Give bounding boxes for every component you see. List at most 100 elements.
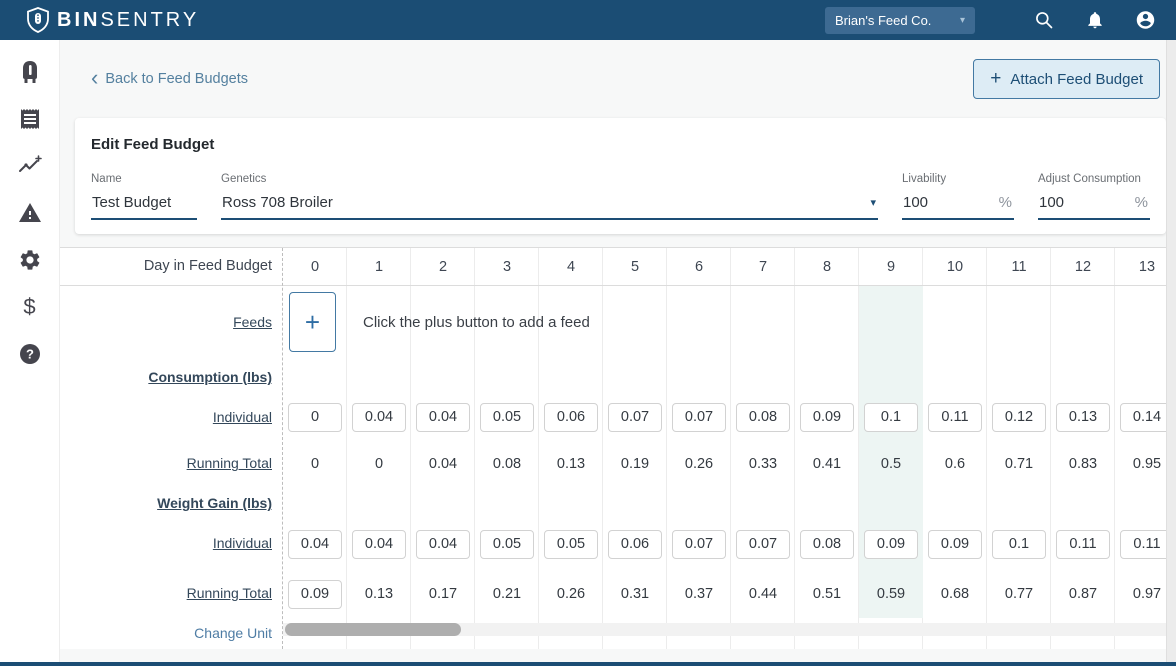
weight-gain-individual-input-day-13[interactable]: 0.11 <box>1120 529 1166 559</box>
day-header-day-12: 12 <box>1074 258 1092 275</box>
sidebar-item-orders[interactable] <box>16 105 44 132</box>
consumption-individual-day-11: 0.12 <box>987 396 1051 438</box>
feeds-row-label[interactable]: Feeds <box>233 313 272 330</box>
attach-feed-budget-button[interactable]: + Attach Feed Budget <box>973 59 1160 99</box>
consumption-individual-input-day-12[interactable]: 0.13 <box>1056 402 1110 432</box>
back-to-feed-budgets-link[interactable]: ‹ Back to Feed Budgets <box>91 65 248 90</box>
shield-logo-icon <box>27 7 49 33</box>
weight-gain-running-total-day-4: 0.26 <box>556 586 586 602</box>
sidebar-item-help[interactable]: ? <box>16 340 44 367</box>
weight-gain-individual-input-day-8[interactable]: 0.08 <box>800 529 854 559</box>
org-selector[interactable]: Brian's Feed Co. ▾ <box>825 6 975 34</box>
consumption-individual-input-day-13[interactable]: 0.14 <box>1120 402 1166 432</box>
table-data-area: 0 1 2 3 4 5 6 7 8 9 10 11 12 13 + Click the plus butt… <box>283 248 1166 649</box>
consumption-individual-label[interactable]: Individual <box>212 408 272 425</box>
weight-gain-running-total-day-2: 0.17 <box>428 586 458 602</box>
consumption-running-total-day-13: 0.95 <box>1132 456 1162 472</box>
consumption-individual-day-13: 0.14 <box>1115 396 1166 438</box>
genetics-field-label: Genetics <box>221 173 267 185</box>
weight-gain-individual-input-day-6[interactable]: 0.07 <box>672 529 726 559</box>
day-header-day-6: 6 <box>694 258 704 275</box>
weight-gain-individual-day-1: 0.04 <box>347 518 411 570</box>
consumption-individual-day-6: 0.07 <box>667 396 731 438</box>
consumption-running-total-day-0: 0 <box>310 456 320 472</box>
help-icon: ? <box>19 343 40 364</box>
consumption-running-total-day-1: 0 <box>374 456 384 472</box>
livability-input[interactable]: 100 % <box>902 193 1014 220</box>
day-header-day-8: 8 <box>822 258 832 275</box>
consumption-individual-input-day-2[interactable]: 0.04 <box>416 402 470 432</box>
weight-gain-running-total-label[interactable]: Running Total <box>186 585 272 602</box>
right-scroll-gutter[interactable] <box>1166 40 1176 662</box>
weight-gain-individual-day-7: 0.07 <box>731 518 795 570</box>
consumption-individual-input-day-10[interactable]: 0.11 <box>928 402 982 432</box>
account-button[interactable] <box>1135 10 1156 31</box>
consumption-section-label[interactable]: Consumption (lbs) <box>148 368 272 385</box>
weight-gain-individual-input-day-10[interactable]: 0.09 <box>928 529 982 559</box>
horizontal-scrollbar-thumb[interactable] <box>285 623 461 636</box>
consumption-individual-input-day-8[interactable]: 0.09 <box>800 402 854 432</box>
brand-logo[interactable]: BINSENTRY <box>26 7 199 33</box>
budget-form-fields: Name Test Budget Genetics Ross 708 Broil… <box>91 173 1150 220</box>
horizontal-scrollbar-track[interactable] <box>283 623 1166 636</box>
adjust-consumption-input[interactable]: 100 % <box>1038 193 1150 220</box>
weight-gain-individual-row: 0.04 0.04 0.04 0.05 0.05 0.06 0.07 0.07 0.08 0.09… <box>283 518 1166 570</box>
sidebar-item-alerts[interactable] <box>16 199 44 226</box>
weight-gain-individual-input-day-9[interactable]: 0.09 <box>864 529 918 559</box>
genetics-select[interactable]: Ross 708 Broiler ▾ <box>221 193 878 220</box>
weight-gain-individual-input-day-3[interactable]: 0.05 <box>480 529 534 559</box>
sidebar-item-billing[interactable]: $ <box>16 293 44 320</box>
weight-gain-individual-day-11: 0.1 <box>987 518 1051 570</box>
consumption-individual-input-day-7[interactable]: 0.08 <box>736 402 790 432</box>
notifications-button[interactable] <box>1084 10 1105 31</box>
consumption-section-row <box>283 358 1166 396</box>
weight-gain-individual-input-day-12[interactable]: 0.11 <box>1056 529 1110 559</box>
bottom-accent-bar <box>0 662 1176 666</box>
consumption-running-total-label[interactable]: Running Total <box>186 455 272 472</box>
add-feed-button[interactable]: + <box>289 292 336 352</box>
name-input[interactable]: Test Budget <box>91 193 197 220</box>
weight-gain-running-total-day-6: 0.37 <box>684 586 714 602</box>
livability-field: Livability 100 % <box>902 173 1014 220</box>
consumption-individual-input-day-11[interactable]: 0.12 <box>992 402 1046 432</box>
sidebar-item-analytics[interactable] <box>16 152 44 179</box>
consumption-individual-input-day-6[interactable]: 0.07 <box>672 402 726 432</box>
consumption-running-total-day-8: 0.41 <box>812 456 842 472</box>
chevron-left-icon: ‹ <box>91 65 99 90</box>
weight-gain-individual-input-day-7[interactable]: 0.07 <box>736 529 790 559</box>
consumption-individual-input-day-1[interactable]: 0.04 <box>352 402 406 432</box>
consumption-individual-day-4: 0.06 <box>539 396 603 438</box>
weight-gain-individual-input-day-11[interactable]: 0.1 <box>992 529 1046 559</box>
weight-gain-individual-input-day-1[interactable]: 0.04 <box>352 529 406 559</box>
weight-gain-individual-input-day-5[interactable]: 0.06 <box>608 529 662 559</box>
weight-gain-section-label[interactable]: Weight Gain (lbs) <box>157 495 272 512</box>
main-content: ‹ Back to Feed Budgets + Attach Feed Bud… <box>60 40 1166 662</box>
weight-gain-individual-input-day-0[interactable]: 0.04 <box>288 529 342 559</box>
weight-gain-individual-input-day-4[interactable]: 0.05 <box>544 529 598 559</box>
consumption-individual-day-7: 0.08 <box>731 396 795 438</box>
consumption-individual-input-day-4[interactable]: 0.06 <box>544 402 598 432</box>
genetics-field: Genetics Ross 708 Broiler ▾ <box>221 173 878 220</box>
consumption-running-total-day-5: 0.19 <box>620 456 650 472</box>
brand-light: SENTRY <box>100 8 200 31</box>
consumption-individual-input-day-5[interactable]: 0.07 <box>608 402 662 432</box>
weight-gain-running-total-day-5: 0.31 <box>620 586 650 602</box>
day-header-row: 0 1 2 3 4 5 6 7 8 9 10 11 12 13 <box>283 248 1166 286</box>
weight-gain-individual-input-day-2[interactable]: 0.04 <box>416 529 470 559</box>
change-unit-link[interactable]: Change Unit <box>194 625 272 642</box>
sidebar-item-bins[interactable] <box>16 58 44 85</box>
weight-gain-individual-label[interactable]: Individual <box>212 535 272 552</box>
weight-gain-individual-day-0: 0.04 <box>283 518 347 570</box>
weight-gain-running-total-day-10: 0.68 <box>940 586 970 602</box>
table-label-column: Day in Feed Budget Feeds Consumption (lb… <box>60 248 283 649</box>
search-button[interactable] <box>1033 10 1054 31</box>
weight-gain-individual-day-13: 0.11 <box>1115 518 1166 570</box>
consumption-individual-input-day-3[interactable]: 0.05 <box>480 402 534 432</box>
consumption-individual-input-day-9[interactable]: 0.1 <box>864 402 918 432</box>
weight-gain-running-total-input-day-0[interactable]: 0.09 <box>288 579 342 609</box>
consumption-individual-input-day-0[interactable]: 0 <box>288 402 342 432</box>
consumption-individual-day-2: 0.04 <box>411 396 475 438</box>
weight-gain-running-total-day-0: 0.09 <box>283 570 347 618</box>
sidebar-item-settings[interactable] <box>16 246 44 273</box>
add-feed-hint-text: Click the plus button to add a feed <box>363 313 590 331</box>
